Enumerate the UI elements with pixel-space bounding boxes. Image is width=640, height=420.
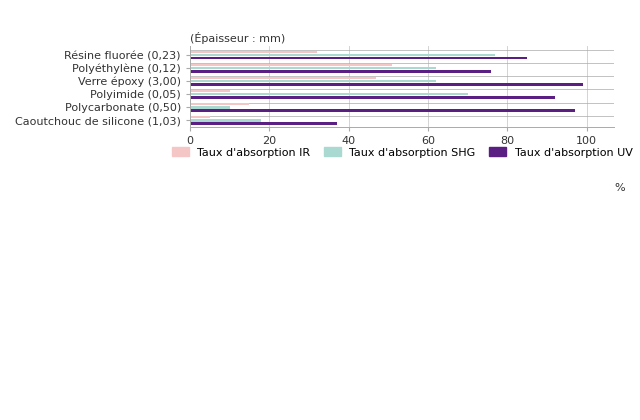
Bar: [190, 109, 575, 112]
Bar: [190, 83, 582, 86]
Bar: [190, 54, 495, 56]
Bar: [190, 67, 436, 69]
Bar: [190, 70, 492, 73]
Bar: [190, 119, 261, 121]
Bar: [190, 93, 468, 95]
Bar: [190, 96, 555, 99]
Bar: [190, 64, 392, 66]
Bar: [190, 106, 230, 108]
Bar: [190, 116, 210, 118]
Bar: [190, 77, 376, 79]
Bar: [190, 90, 230, 92]
Bar: [190, 51, 317, 53]
Bar: [190, 122, 337, 125]
Bar: [190, 103, 250, 105]
Text: (Épaisseur : mm): (Épaisseur : mm): [190, 32, 285, 45]
Legend: Taux d'absorption IR, Taux d'absorption SHG, Taux d'absorption UV: Taux d'absorption IR, Taux d'absorption …: [168, 143, 637, 162]
Bar: [190, 80, 436, 82]
Bar: [190, 57, 527, 60]
Text: %: %: [614, 183, 625, 193]
